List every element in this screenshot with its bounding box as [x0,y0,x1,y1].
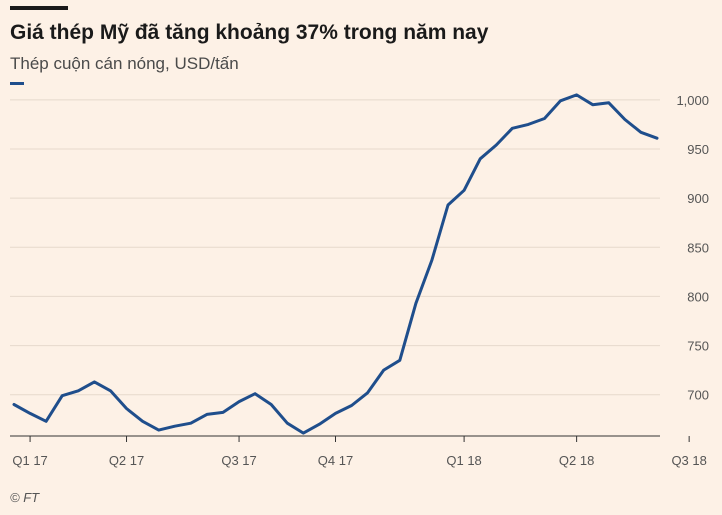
source-credit: © FT [10,490,40,505]
chart-subtitle: Thép cuộn cán nóng, USD/tấn [10,54,239,73]
x-tick-label-4: Q1 18 [446,453,481,468]
y-tick-label-800: 800 [687,289,709,304]
y-tick-label-900: 900 [687,191,709,206]
x-tick-label-0: Q1 17 [12,453,47,468]
series-line [12,93,659,435]
y-tick-label-700: 700 [687,388,709,403]
x-tick-label-1: Q2 17 [109,453,144,468]
series-legend-swatch [10,82,24,85]
y-tick-label-850: 850 [687,240,709,255]
x-tick-label-2: Q3 17 [221,453,256,468]
y-tick-label-750: 750 [687,339,709,354]
y-axis-tick-labels: 700 750 800 850 900 950 1,000 [676,93,709,403]
chart-title: Giá thép Mỹ đã tăng khoảng 37% trong năm… [10,21,489,44]
x-tick-label-6: Q3 18 [671,453,706,468]
y-tick-label-1000: 1,000 [676,93,709,108]
grid-lines [10,99,660,396]
series-group [12,93,659,435]
x-tick-label-3: Q4 17 [318,453,353,468]
x-tick-label-5: Q2 18 [559,453,594,468]
y-tick-label-950: 950 [687,142,709,157]
top-accent-bar [10,6,68,10]
